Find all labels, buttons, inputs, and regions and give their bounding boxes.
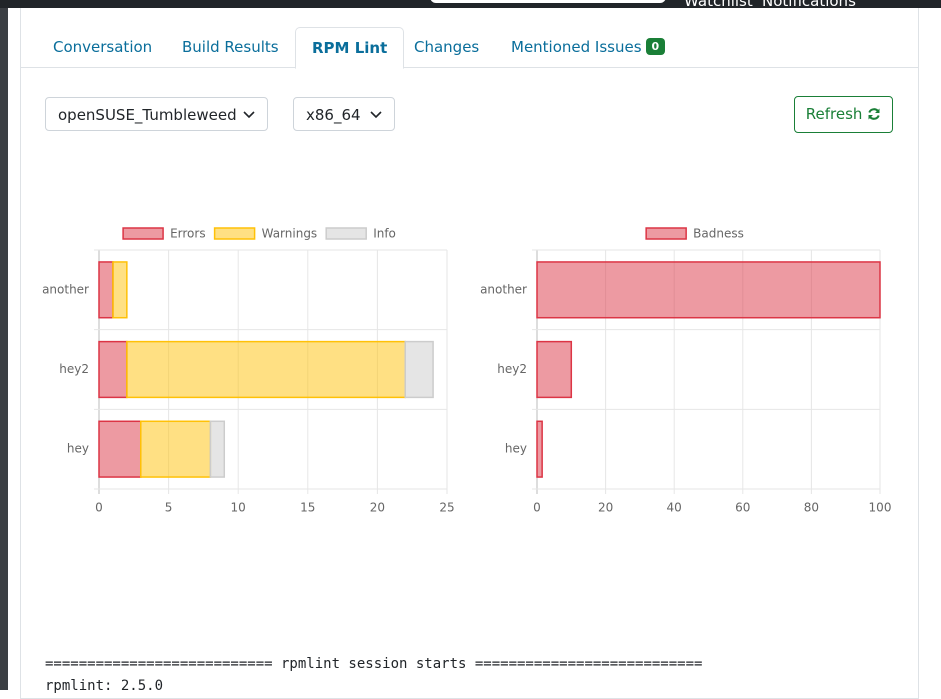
- chevron: [370, 111, 382, 119]
- select-value: x86_64: [306, 106, 361, 124]
- x-tick-label: 15: [300, 501, 315, 515]
- x-tick-label: 60: [735, 501, 750, 515]
- y-tick-label: another: [42, 282, 89, 296]
- tab-active[interactable]: RPM Lint: [295, 27, 405, 69]
- legend-label: Info: [373, 227, 396, 241]
- tab[interactable]: Mentioned Issues 0: [511, 27, 666, 67]
- legend-label: Errors: [170, 227, 206, 241]
- log-line: rpmlint: 2.5.0: [45, 678, 164, 694]
- bar: [536, 261, 881, 319]
- button-label: Refresh: [805, 105, 863, 123]
- architecture-select[interactable]: x86_64: [293, 97, 395, 131]
- bar: [126, 340, 406, 399]
- bar: [98, 261, 114, 319]
- legend-label: Warnings: [262, 227, 318, 241]
- legend-swatch: [122, 227, 164, 240]
- bar: [209, 420, 226, 478]
- tab-label: Mentioned Issues: [511, 38, 642, 56]
- bar: [140, 420, 212, 478]
- x-tick-label: 0: [95, 501, 103, 515]
- repository-select[interactable]: openSUSE_Tumbleweed: [45, 97, 268, 131]
- tab-border: [21, 67, 918, 68]
- x-tick-label: 10: [231, 501, 246, 515]
- bar: [112, 261, 128, 319]
- x-tick-label: 80: [804, 501, 819, 515]
- sidebar-edge: [0, 8, 8, 690]
- top-bar: Watchlist Notifications: [0, 0, 941, 8]
- legend-label: Badness: [693, 227, 744, 241]
- badge: 0: [645, 38, 666, 55]
- log-line: =========================== rpmlint sess…: [45, 656, 703, 672]
- refresh-button[interactable]: Refresh: [794, 96, 893, 133]
- bar: [404, 340, 434, 399]
- charts: 0 5 10 15 20 25 another hey2 hey Errors Warnings In…: [42, 227, 892, 515]
- x-tick-label: 20: [370, 501, 385, 515]
- refresh-icon: [868, 108, 880, 120]
- tab[interactable]: Changes: [414, 38, 480, 56]
- x-tick-label: 5: [165, 501, 173, 515]
- x-tick-label: 40: [667, 501, 682, 515]
- y-tick-label: hey2: [497, 362, 527, 376]
- x-tick-label: 25: [439, 501, 454, 515]
- bar: [98, 340, 128, 399]
- legend-swatch: [213, 227, 256, 240]
- x-tick-label: 0: [533, 501, 541, 515]
- bar: [98, 420, 142, 478]
- y-tick-label: hey: [67, 442, 89, 456]
- watchlist-link[interactable]: Watchlist: [684, 0, 753, 8]
- select-value: openSUSE_Tumbleweed: [58, 106, 237, 124]
- notifications-link[interactable]: Notifications: [762, 0, 856, 8]
- tab[interactable]: Build Results: [182, 38, 279, 56]
- bar: [536, 340, 573, 399]
- x-tick-label: 100: [869, 501, 892, 515]
- tab[interactable]: Conversation: [53, 38, 153, 56]
- y-tick-label: hey2: [59, 362, 89, 376]
- legend-swatch: [325, 227, 367, 240]
- y-tick-label: hey: [505, 442, 527, 456]
- x-tick-label: 20: [598, 501, 613, 515]
- chevron: [243, 111, 255, 119]
- legend-swatch: [645, 227, 687, 240]
- bar: [536, 420, 543, 478]
- search-input[interactable]: [430, 0, 666, 3]
- y-tick-label: another: [480, 282, 527, 296]
